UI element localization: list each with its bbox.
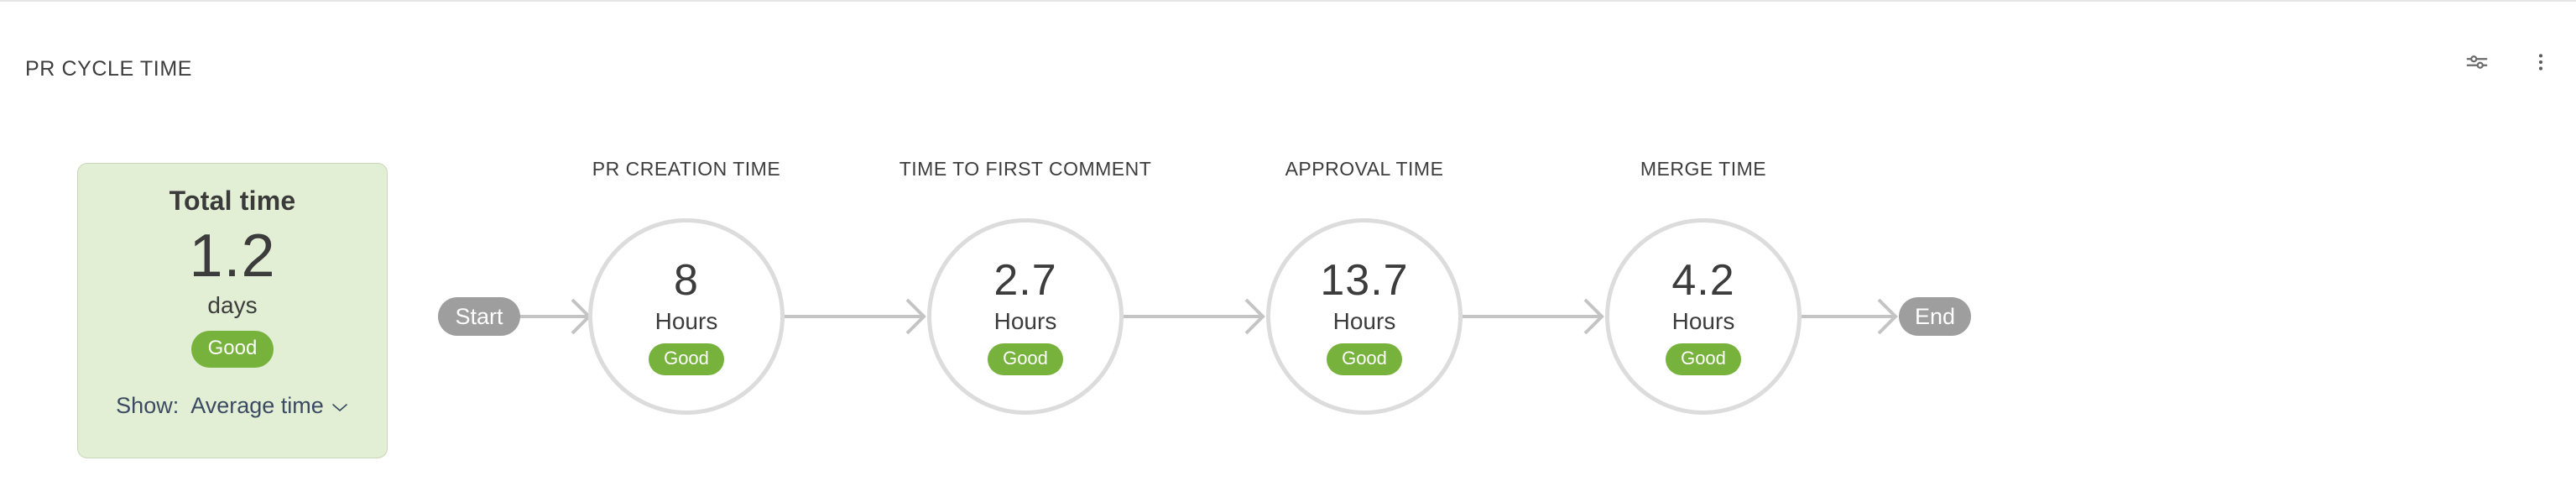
total-time-value: 1.2 xyxy=(189,222,276,290)
stage-unit-2: Hours xyxy=(993,307,1057,334)
total-time-unit: days xyxy=(207,291,258,318)
stage-label-2: TIME TO FIRST COMMENT xyxy=(899,158,1152,180)
stage-value-3: 13.7 xyxy=(1320,255,1409,305)
header-actions xyxy=(2460,45,2558,79)
total-time-title: Total time xyxy=(169,186,296,216)
chevron-down-icon xyxy=(331,393,349,419)
status-badge-label: Good xyxy=(190,330,274,368)
stage-node-1[interactable]: 8 Hours Good xyxy=(588,218,785,415)
flow-end-node: End xyxy=(1899,297,1971,336)
status-badge-label: Good xyxy=(988,343,1063,375)
total-time-status-badge: Good xyxy=(190,330,274,368)
stage-status-badge-3: Good xyxy=(1327,343,1402,375)
stage-node-4[interactable]: 4.2 Hours Good xyxy=(1605,218,1802,415)
stage-value-1: 8 xyxy=(674,255,699,305)
stage-node-3[interactable]: 13.7 Hours Good xyxy=(1266,218,1463,415)
stage-unit-3: Hours xyxy=(1332,307,1396,334)
stage-unit-1: Hours xyxy=(654,307,718,334)
stage-node-2[interactable]: 2.7 Hours Good xyxy=(927,218,1124,415)
settings-sliders-icon[interactable] xyxy=(2460,45,2494,79)
connector-stage-3-to-4 xyxy=(1463,296,1605,337)
flow-start-node: Start xyxy=(438,297,520,336)
total-time-card: Total time 1.2 days Good Show: Average t… xyxy=(77,163,388,458)
stage-label-1: PR CREATION TIME xyxy=(592,158,781,180)
show-label: Show: xyxy=(116,392,180,418)
connector-stage-1-to-2 xyxy=(785,296,927,337)
stage-unit-4: Hours xyxy=(1671,307,1735,334)
stage-label-3: APPROVAL TIME xyxy=(1285,158,1444,180)
status-badge-label: Good xyxy=(1666,343,1741,375)
status-badge-label: Good xyxy=(1327,343,1402,375)
page-title: PR CYCLE TIME xyxy=(25,57,193,81)
show-metric-row: Show: Average time xyxy=(116,393,349,419)
status-badge-label: Good xyxy=(649,343,724,375)
stage-status-badge-4: Good xyxy=(1666,343,1741,375)
more-options-icon[interactable] xyxy=(2524,45,2558,79)
connector-stage-2-to-3 xyxy=(1124,296,1266,337)
show-metric-value: Average time xyxy=(190,392,324,418)
connector-stage-4-to-end xyxy=(1802,296,1899,337)
connector-start-to-stage-1 xyxy=(520,296,592,337)
show-metric-select[interactable]: Average time xyxy=(190,393,349,419)
stage-label-4: MERGE TIME xyxy=(1640,158,1767,180)
stage-value-4: 4.2 xyxy=(1671,255,1735,305)
stage-status-badge-1: Good xyxy=(649,343,724,375)
stage-value-2: 2.7 xyxy=(993,255,1057,305)
stage-status-badge-2: Good xyxy=(988,343,1063,375)
